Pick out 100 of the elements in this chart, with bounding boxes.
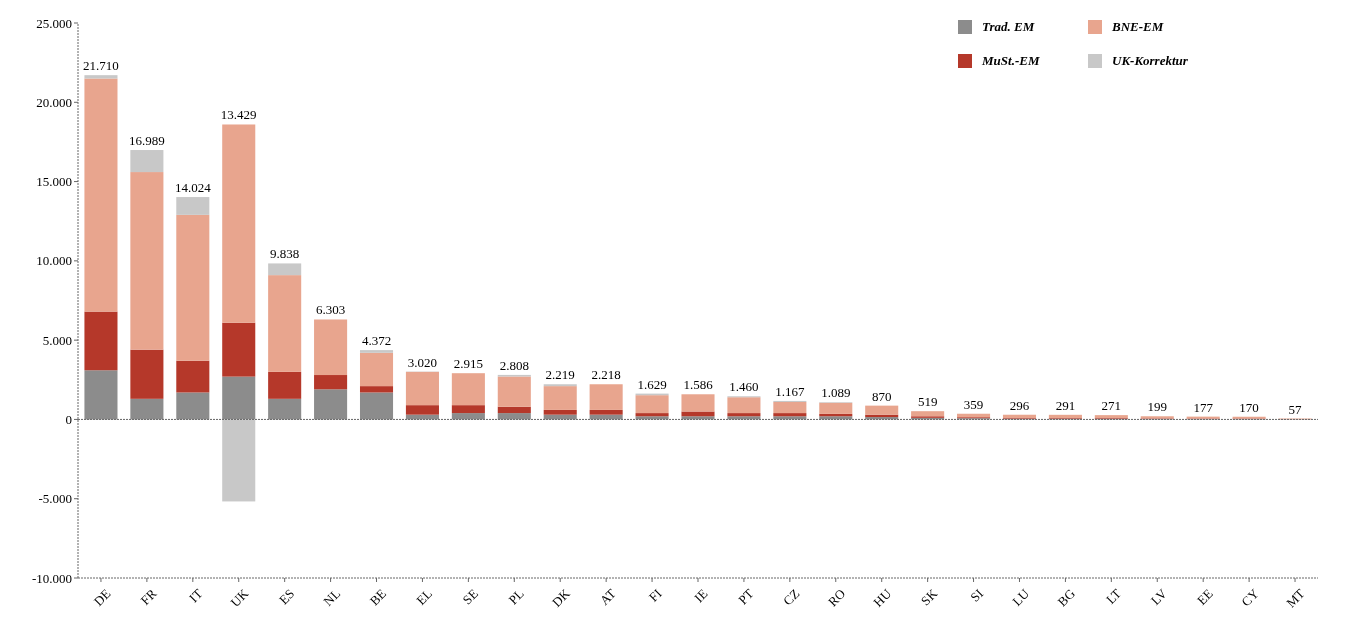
y-tick-label: -10.000 bbox=[31, 570, 72, 586]
bar bbox=[130, 172, 164, 350]
x-tick-label: RO bbox=[824, 585, 849, 610]
bar bbox=[773, 401, 807, 414]
x-tick-label: FI bbox=[645, 585, 665, 605]
bar bbox=[84, 370, 118, 420]
x-tick-label: EE bbox=[1193, 585, 1216, 608]
legend-label: UK-Korrektur bbox=[1112, 53, 1189, 68]
bar bbox=[176, 197, 210, 215]
x-tick-label: PT bbox=[735, 585, 757, 608]
bar bbox=[497, 413, 531, 420]
total-label: 6.303 bbox=[315, 302, 346, 318]
total-label: 57 bbox=[1288, 401, 1303, 417]
y-tick-label: -5.000 bbox=[38, 491, 72, 507]
bar bbox=[1048, 414, 1082, 418]
bar bbox=[681, 394, 715, 412]
total-label: 2.915 bbox=[453, 356, 483, 372]
x-tick-label: FR bbox=[137, 585, 160, 608]
x-tick-label: SE bbox=[459, 585, 481, 608]
total-label: 2.219 bbox=[545, 367, 575, 383]
x-tick-label: DK bbox=[548, 585, 574, 610]
total-label: 519 bbox=[917, 394, 938, 410]
bar bbox=[405, 405, 439, 415]
bar bbox=[359, 386, 394, 393]
bar bbox=[268, 371, 302, 399]
y-tick-label: 15.000 bbox=[36, 174, 72, 190]
bar bbox=[222, 376, 256, 420]
bar bbox=[451, 413, 485, 420]
total-label: 1.089 bbox=[821, 385, 851, 401]
x-tick-label: NL bbox=[320, 585, 344, 609]
bar bbox=[359, 392, 394, 420]
x-tick-label: PL bbox=[505, 585, 527, 608]
total-label: 14.024 bbox=[174, 180, 212, 196]
y-tick-label: 0 bbox=[65, 411, 72, 427]
x-tick-label: LT bbox=[1102, 585, 1124, 607]
bar bbox=[84, 311, 118, 371]
x-tick-label: CZ bbox=[780, 585, 803, 609]
bar bbox=[314, 319, 348, 376]
x-tick-label: UK bbox=[227, 585, 252, 610]
bar bbox=[543, 409, 577, 415]
total-label: 21.710 bbox=[83, 58, 119, 74]
total-label: 3.020 bbox=[407, 354, 438, 370]
x-tick-label: IE bbox=[691, 585, 711, 606]
bar bbox=[359, 350, 394, 353]
bar bbox=[589, 384, 623, 410]
x-tick-label: IT bbox=[186, 585, 206, 606]
y-tick-label: 25.000 bbox=[36, 15, 72, 31]
total-label: 1.460 bbox=[729, 379, 759, 395]
bar bbox=[130, 349, 164, 399]
bar bbox=[819, 402, 853, 414]
bar bbox=[727, 397, 761, 414]
total-label: 359 bbox=[963, 396, 984, 412]
x-tick-label: SI bbox=[967, 585, 987, 605]
total-label: 1.167 bbox=[775, 383, 805, 399]
x-tick-label: BG bbox=[1054, 585, 1078, 610]
bar bbox=[681, 416, 715, 420]
x-tick-label: AT bbox=[596, 585, 619, 608]
bar bbox=[176, 392, 210, 420]
total-label: 177 bbox=[1193, 399, 1214, 415]
legend-label: MuSt.-EM bbox=[981, 53, 1040, 68]
total-label: 291 bbox=[1055, 397, 1076, 413]
bar bbox=[451, 405, 485, 414]
x-tick-label: LV bbox=[1147, 585, 1171, 608]
legend-label: BNE-EM bbox=[1111, 19, 1164, 34]
total-label: 4.372 bbox=[361, 333, 392, 349]
legend-label: Trad. EM bbox=[982, 19, 1035, 34]
bar bbox=[222, 322, 256, 377]
x-tick-label: ES bbox=[275, 585, 298, 608]
total-label: 199 bbox=[1147, 399, 1168, 415]
bar bbox=[405, 371, 439, 406]
bar bbox=[1002, 414, 1037, 418]
y-tick-label: 20.000 bbox=[36, 94, 72, 110]
bar bbox=[635, 395, 669, 414]
bar bbox=[176, 214, 210, 361]
total-label: 170 bbox=[1239, 399, 1259, 415]
bar bbox=[589, 409, 623, 415]
bar bbox=[222, 124, 256, 323]
bar bbox=[268, 263, 302, 276]
bar bbox=[268, 398, 302, 420]
total-label: 2.218 bbox=[591, 367, 621, 383]
x-tick-label: MT bbox=[1283, 585, 1308, 611]
bar bbox=[84, 75, 118, 79]
bar bbox=[314, 375, 348, 390]
bar bbox=[130, 398, 164, 420]
bar bbox=[130, 150, 164, 173]
total-label: 16.989 bbox=[129, 133, 165, 149]
y-tick-label: 5.000 bbox=[42, 332, 72, 348]
bar bbox=[451, 373, 485, 406]
total-label: 13.429 bbox=[220, 107, 257, 123]
total-label: 870 bbox=[871, 388, 892, 404]
bar bbox=[497, 376, 531, 407]
x-tick-label: LU bbox=[1009, 585, 1033, 609]
bar bbox=[176, 360, 210, 393]
bar bbox=[222, 419, 256, 502]
x-tick-label: SK bbox=[917, 585, 941, 609]
x-tick-label: EL bbox=[413, 585, 436, 608]
bar bbox=[314, 389, 348, 420]
total-label: 9.838 bbox=[270, 246, 300, 262]
x-tick-label: DE bbox=[90, 585, 114, 609]
y-tick-label: 10.000 bbox=[36, 253, 72, 269]
